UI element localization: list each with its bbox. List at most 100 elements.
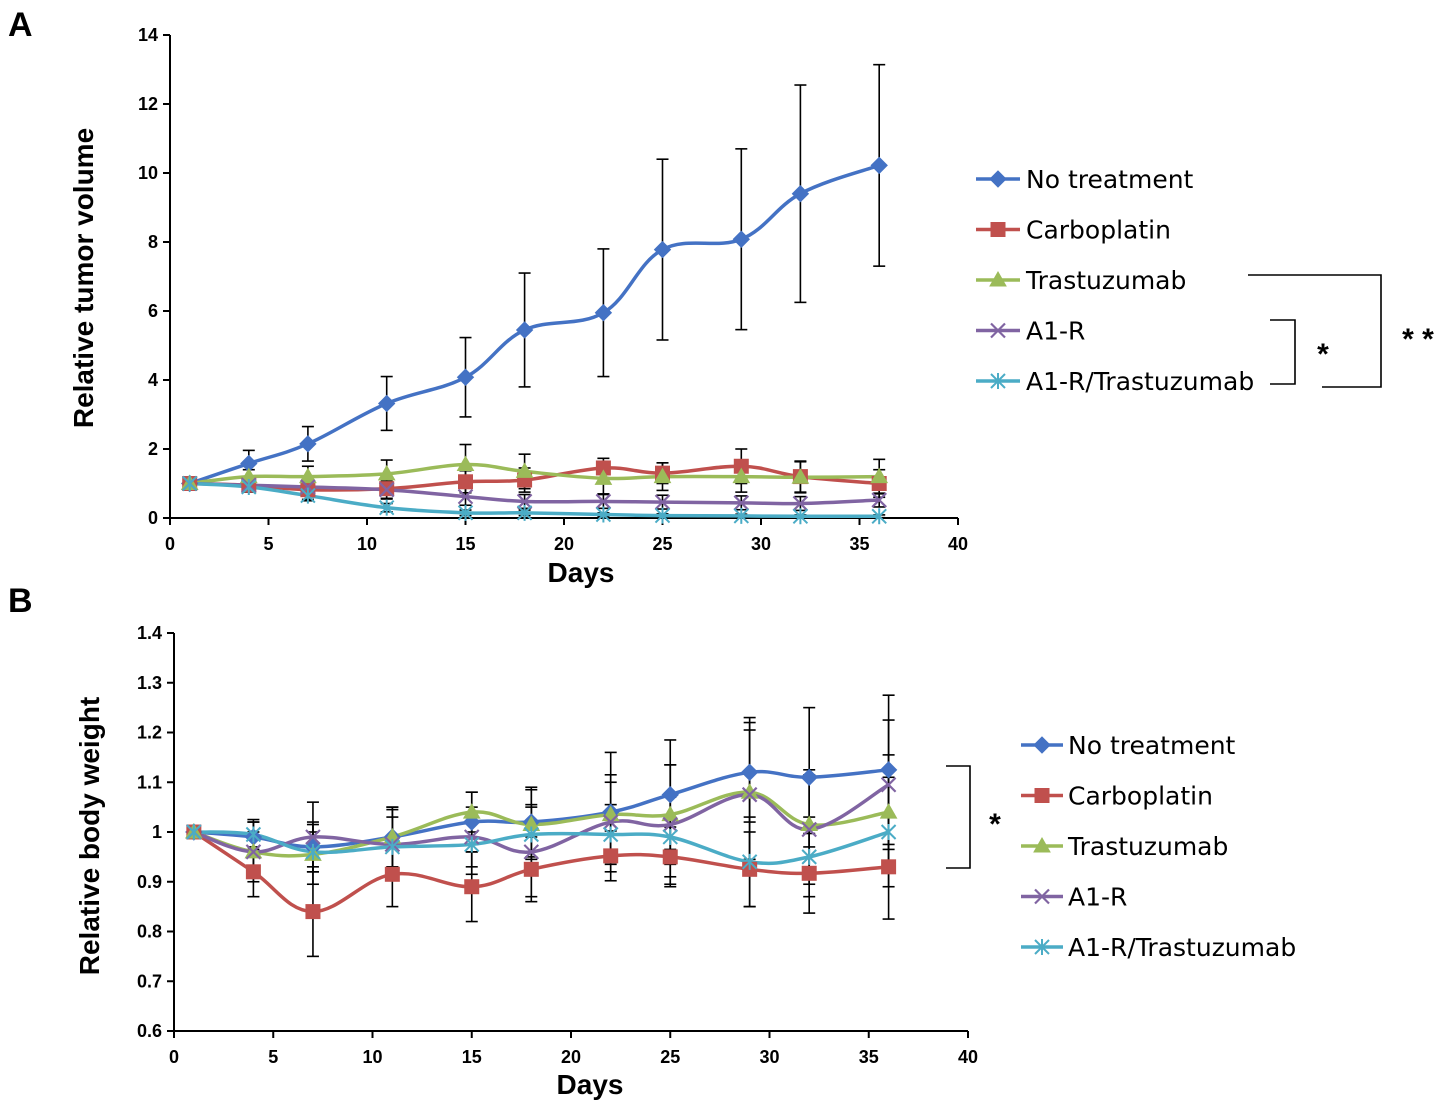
x-tick-label: 25 xyxy=(652,534,672,554)
data-point xyxy=(523,844,540,860)
x-tick-label: 20 xyxy=(554,534,574,554)
y-tick-label: 0.6 xyxy=(137,1021,162,1041)
data-point xyxy=(871,508,887,525)
y-tick-label: 4 xyxy=(148,370,158,390)
x-tick-label: 15 xyxy=(462,1047,482,1067)
data-point xyxy=(741,853,758,870)
data-point xyxy=(515,462,534,478)
data-point xyxy=(464,879,480,895)
data-point xyxy=(879,761,898,779)
data-point xyxy=(870,467,889,484)
panel-b-markers xyxy=(184,761,898,920)
x-tick-label: 40 xyxy=(948,534,968,554)
data-point xyxy=(654,494,671,510)
data-point xyxy=(602,826,619,843)
data-point xyxy=(733,507,750,524)
y-tick-label: 2 xyxy=(148,439,158,459)
x-tick-label: 40 xyxy=(958,1047,978,1067)
y-tick-label: 0 xyxy=(148,508,158,528)
data-point xyxy=(732,467,751,484)
panel-b-label: B xyxy=(8,582,33,620)
y-tick-label: 12 xyxy=(138,94,158,114)
panel-a-axes: 0 2 4 6 8 10 12 14 0 5 10 15 20 25 30 35 40 xyxy=(138,25,968,554)
sig-star-outer: * * xyxy=(1402,323,1434,356)
data-point xyxy=(879,803,898,819)
data-point xyxy=(871,492,887,508)
panel-a-markers xyxy=(180,156,889,525)
data-point xyxy=(791,468,810,484)
panel-b-series-lines xyxy=(192,768,890,914)
y-tick-label: 1.4 xyxy=(137,623,162,643)
data-point xyxy=(523,861,539,877)
data-point xyxy=(458,474,473,490)
series-line xyxy=(193,783,890,854)
legend-swatch-marker xyxy=(1034,888,1050,905)
y-tick-label: 1.2 xyxy=(137,723,162,743)
panel-b-y-axis-title: Relative body weight xyxy=(74,697,105,976)
data-point xyxy=(881,859,897,875)
data-point xyxy=(741,786,758,803)
legend-label: A1-R xyxy=(1068,883,1127,912)
data-point xyxy=(186,824,202,840)
legend-swatch-marker xyxy=(1033,736,1051,754)
legend-label: Carboplatin xyxy=(1026,216,1171,245)
x-tick-label: 10 xyxy=(362,1047,382,1067)
data-point xyxy=(801,848,817,865)
data-point xyxy=(870,156,888,175)
data-point xyxy=(595,493,612,510)
x-tick-label: 30 xyxy=(751,534,771,554)
y-tick-label: 8 xyxy=(148,232,158,252)
data-point xyxy=(516,504,533,521)
y-tick-label: 0.7 xyxy=(137,971,162,991)
legend-swatch-marker xyxy=(1034,939,1050,955)
legend-item: Carboplatin xyxy=(976,216,1171,245)
legend-label: Carboplatin xyxy=(1068,782,1213,811)
legend-swatch-marker xyxy=(990,373,1006,389)
data-point xyxy=(733,495,750,511)
panel-b: B Days Relative body weight 0.6 0.7 0.8 0.9… xyxy=(8,582,1296,1100)
data-point xyxy=(654,507,671,524)
data-point xyxy=(377,394,396,413)
data-point xyxy=(300,487,316,504)
y-tick-label: 6 xyxy=(148,301,158,321)
x-tick-label: 5 xyxy=(268,1047,278,1067)
sig-star-b: * xyxy=(989,808,1001,841)
x-tick-label: 5 xyxy=(263,534,273,554)
data-point xyxy=(594,304,613,322)
x-tick-label: 25 xyxy=(660,1047,680,1067)
data-point xyxy=(515,321,534,339)
data-point xyxy=(603,848,619,864)
legend-swatch-marker xyxy=(1033,836,1051,853)
data-point xyxy=(791,184,810,203)
x-tick-label: 0 xyxy=(169,1047,179,1067)
data-point xyxy=(305,843,321,860)
legend-label: Trastuzumab xyxy=(1025,266,1186,295)
data-point xyxy=(801,821,817,838)
data-point xyxy=(523,826,540,843)
data-point xyxy=(378,499,395,516)
y-tick-label: 14 xyxy=(138,25,158,45)
series-line xyxy=(189,462,880,486)
data-point xyxy=(384,866,400,882)
y-tick-label: 0.9 xyxy=(137,872,162,892)
panel-a-error-bars xyxy=(242,63,886,519)
legend-swatch-marker xyxy=(990,322,1006,339)
series-line xyxy=(193,830,890,866)
y-tick-label: 10 xyxy=(138,163,158,183)
data-point xyxy=(653,240,672,259)
legend-item: Trastuzumab xyxy=(976,266,1186,295)
legend-label: A1-R/Trastuzumab xyxy=(1068,933,1296,962)
x-tick-label: 35 xyxy=(849,534,869,554)
data-point xyxy=(801,865,817,881)
data-point xyxy=(457,504,474,521)
series-line xyxy=(189,163,880,486)
data-point xyxy=(181,475,198,492)
data-point xyxy=(653,467,672,484)
legend-label: A1-R xyxy=(1026,317,1085,346)
data-point xyxy=(662,849,678,865)
data-point xyxy=(662,816,679,833)
panel-a-series-lines xyxy=(189,163,880,519)
legend-label: No treatment xyxy=(1026,165,1194,194)
data-point xyxy=(595,506,612,523)
